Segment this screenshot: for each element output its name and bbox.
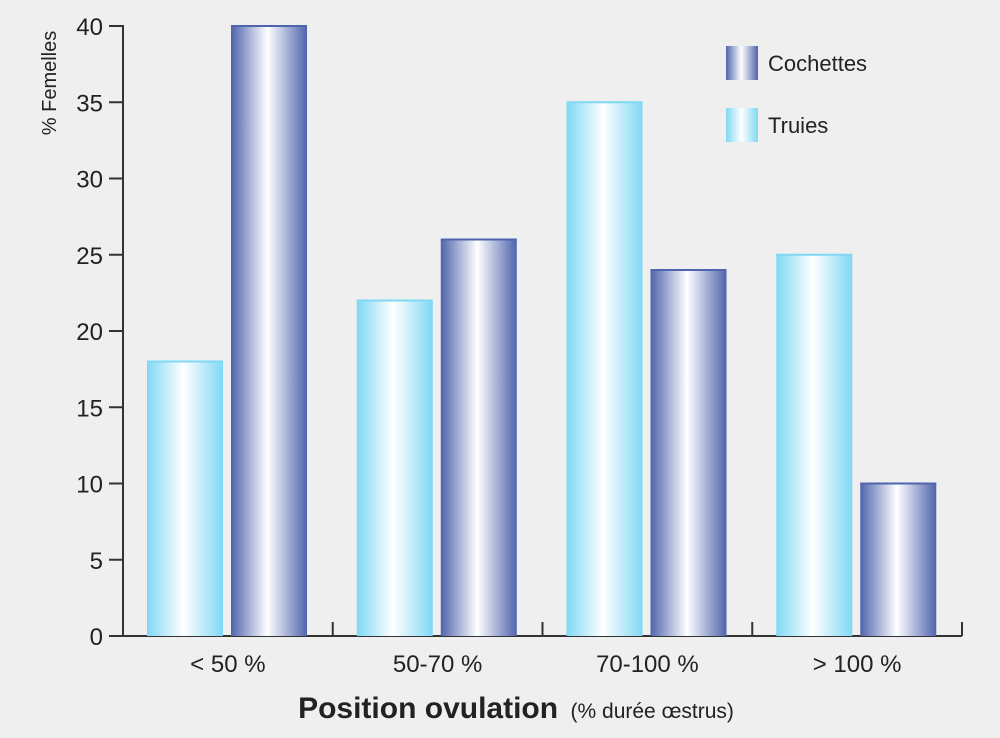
bar-truies — [356, 300, 433, 636]
y-tick-label: 25 — [76, 243, 103, 270]
y-tick-label: 15 — [76, 395, 103, 422]
bar-cochettes — [860, 483, 937, 636]
x-tick-label: 50-70 % — [393, 651, 482, 678]
axes: 0 5 10 15 20 25 30 35 40 < 50 % 50-70 % 70-100 % > 1… — [76, 14, 963, 678]
y-tick-label: 40 — [76, 14, 103, 41]
x-axis-label: Position ovulation (% durée œstrus) — [298, 692, 734, 725]
y-tick-label: 35 — [76, 90, 103, 117]
y-tick-label: 10 — [76, 472, 103, 499]
x-tick-label: < 50 % — [190, 651, 265, 678]
legend-label: Truies — [768, 113, 828, 138]
y-tick-label: 20 — [76, 319, 103, 346]
legend-swatch — [726, 108, 758, 142]
y-tick-label: 5 — [90, 548, 103, 575]
y-tick-label: 30 — [76, 167, 103, 194]
bar-cochettes — [650, 270, 727, 636]
bar-cochettes — [231, 26, 307, 636]
bar-truies — [776, 254, 853, 636]
x-axis-label-main: Position ovulation — [298, 692, 558, 725]
x-tick-label: > 100 % — [813, 651, 902, 678]
legend: Cochettes Truies — [726, 46, 867, 142]
legend-swatch — [726, 46, 758, 80]
bar-truies — [566, 102, 643, 636]
bar-cochettes — [440, 239, 517, 636]
bars — [147, 25, 937, 636]
x-axis-label-sub: (% durée œstrus) — [571, 700, 734, 723]
y-axis-label: % Femelles — [39, 31, 61, 135]
bar-truies — [147, 361, 223, 636]
x-tick-label: 70-100 % — [596, 651, 699, 678]
legend-label: Cochettes — [768, 51, 867, 76]
y-tick-label: 0 — [90, 624, 103, 651]
